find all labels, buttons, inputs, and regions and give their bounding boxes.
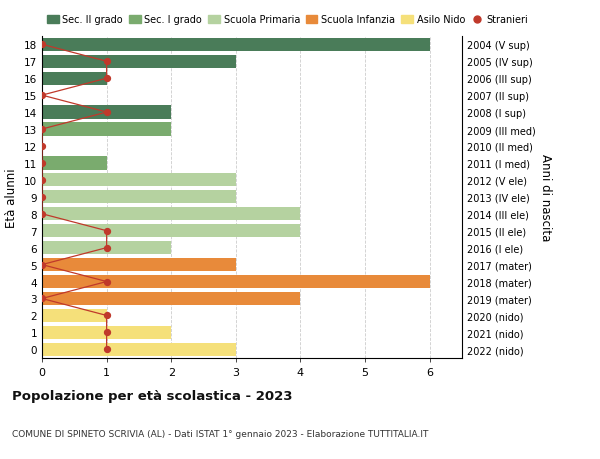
Point — [102, 228, 112, 235]
Point — [102, 278, 112, 285]
Bar — [42, 106, 171, 119]
Text: Popolazione per età scolastica - 2023: Popolazione per età scolastica - 2023 — [12, 389, 293, 403]
Point — [102, 75, 112, 83]
Bar — [42, 207, 301, 221]
Bar — [42, 191, 236, 204]
Bar — [42, 292, 301, 305]
Bar — [42, 241, 171, 255]
Legend: Sec. II grado, Sec. I grado, Scuola Primaria, Scuola Infanzia, Asilo Nido, Stran: Sec. II grado, Sec. I grado, Scuola Prim… — [47, 16, 528, 25]
Bar — [42, 275, 430, 289]
Bar — [42, 39, 430, 52]
Point — [37, 92, 47, 100]
Bar — [42, 224, 301, 238]
Point — [37, 295, 47, 302]
Point — [37, 177, 47, 184]
Y-axis label: Età alunni: Età alunni — [5, 168, 19, 227]
Y-axis label: Anni di nascita: Anni di nascita — [539, 154, 552, 241]
Bar — [42, 174, 236, 187]
Point — [102, 346, 112, 353]
Bar — [42, 258, 236, 272]
Bar — [42, 123, 171, 136]
Text: COMUNE DI SPINETO SCRIVIA (AL) - Dati ISTAT 1° gennaio 2023 - Elaborazione TUTTI: COMUNE DI SPINETO SCRIVIA (AL) - Dati IS… — [12, 429, 428, 438]
Point — [102, 329, 112, 336]
Point — [37, 211, 47, 218]
Point — [37, 143, 47, 150]
Point — [37, 126, 47, 134]
Point — [37, 261, 47, 269]
Bar — [42, 73, 107, 85]
Point — [102, 58, 112, 66]
Bar — [42, 56, 236, 69]
Bar — [42, 309, 107, 322]
Bar — [42, 343, 236, 356]
Point — [37, 41, 47, 49]
Point — [102, 245, 112, 252]
Point — [37, 194, 47, 201]
Bar — [42, 326, 171, 339]
Bar — [42, 157, 107, 170]
Point — [102, 109, 112, 117]
Point — [37, 160, 47, 167]
Point — [102, 312, 112, 319]
